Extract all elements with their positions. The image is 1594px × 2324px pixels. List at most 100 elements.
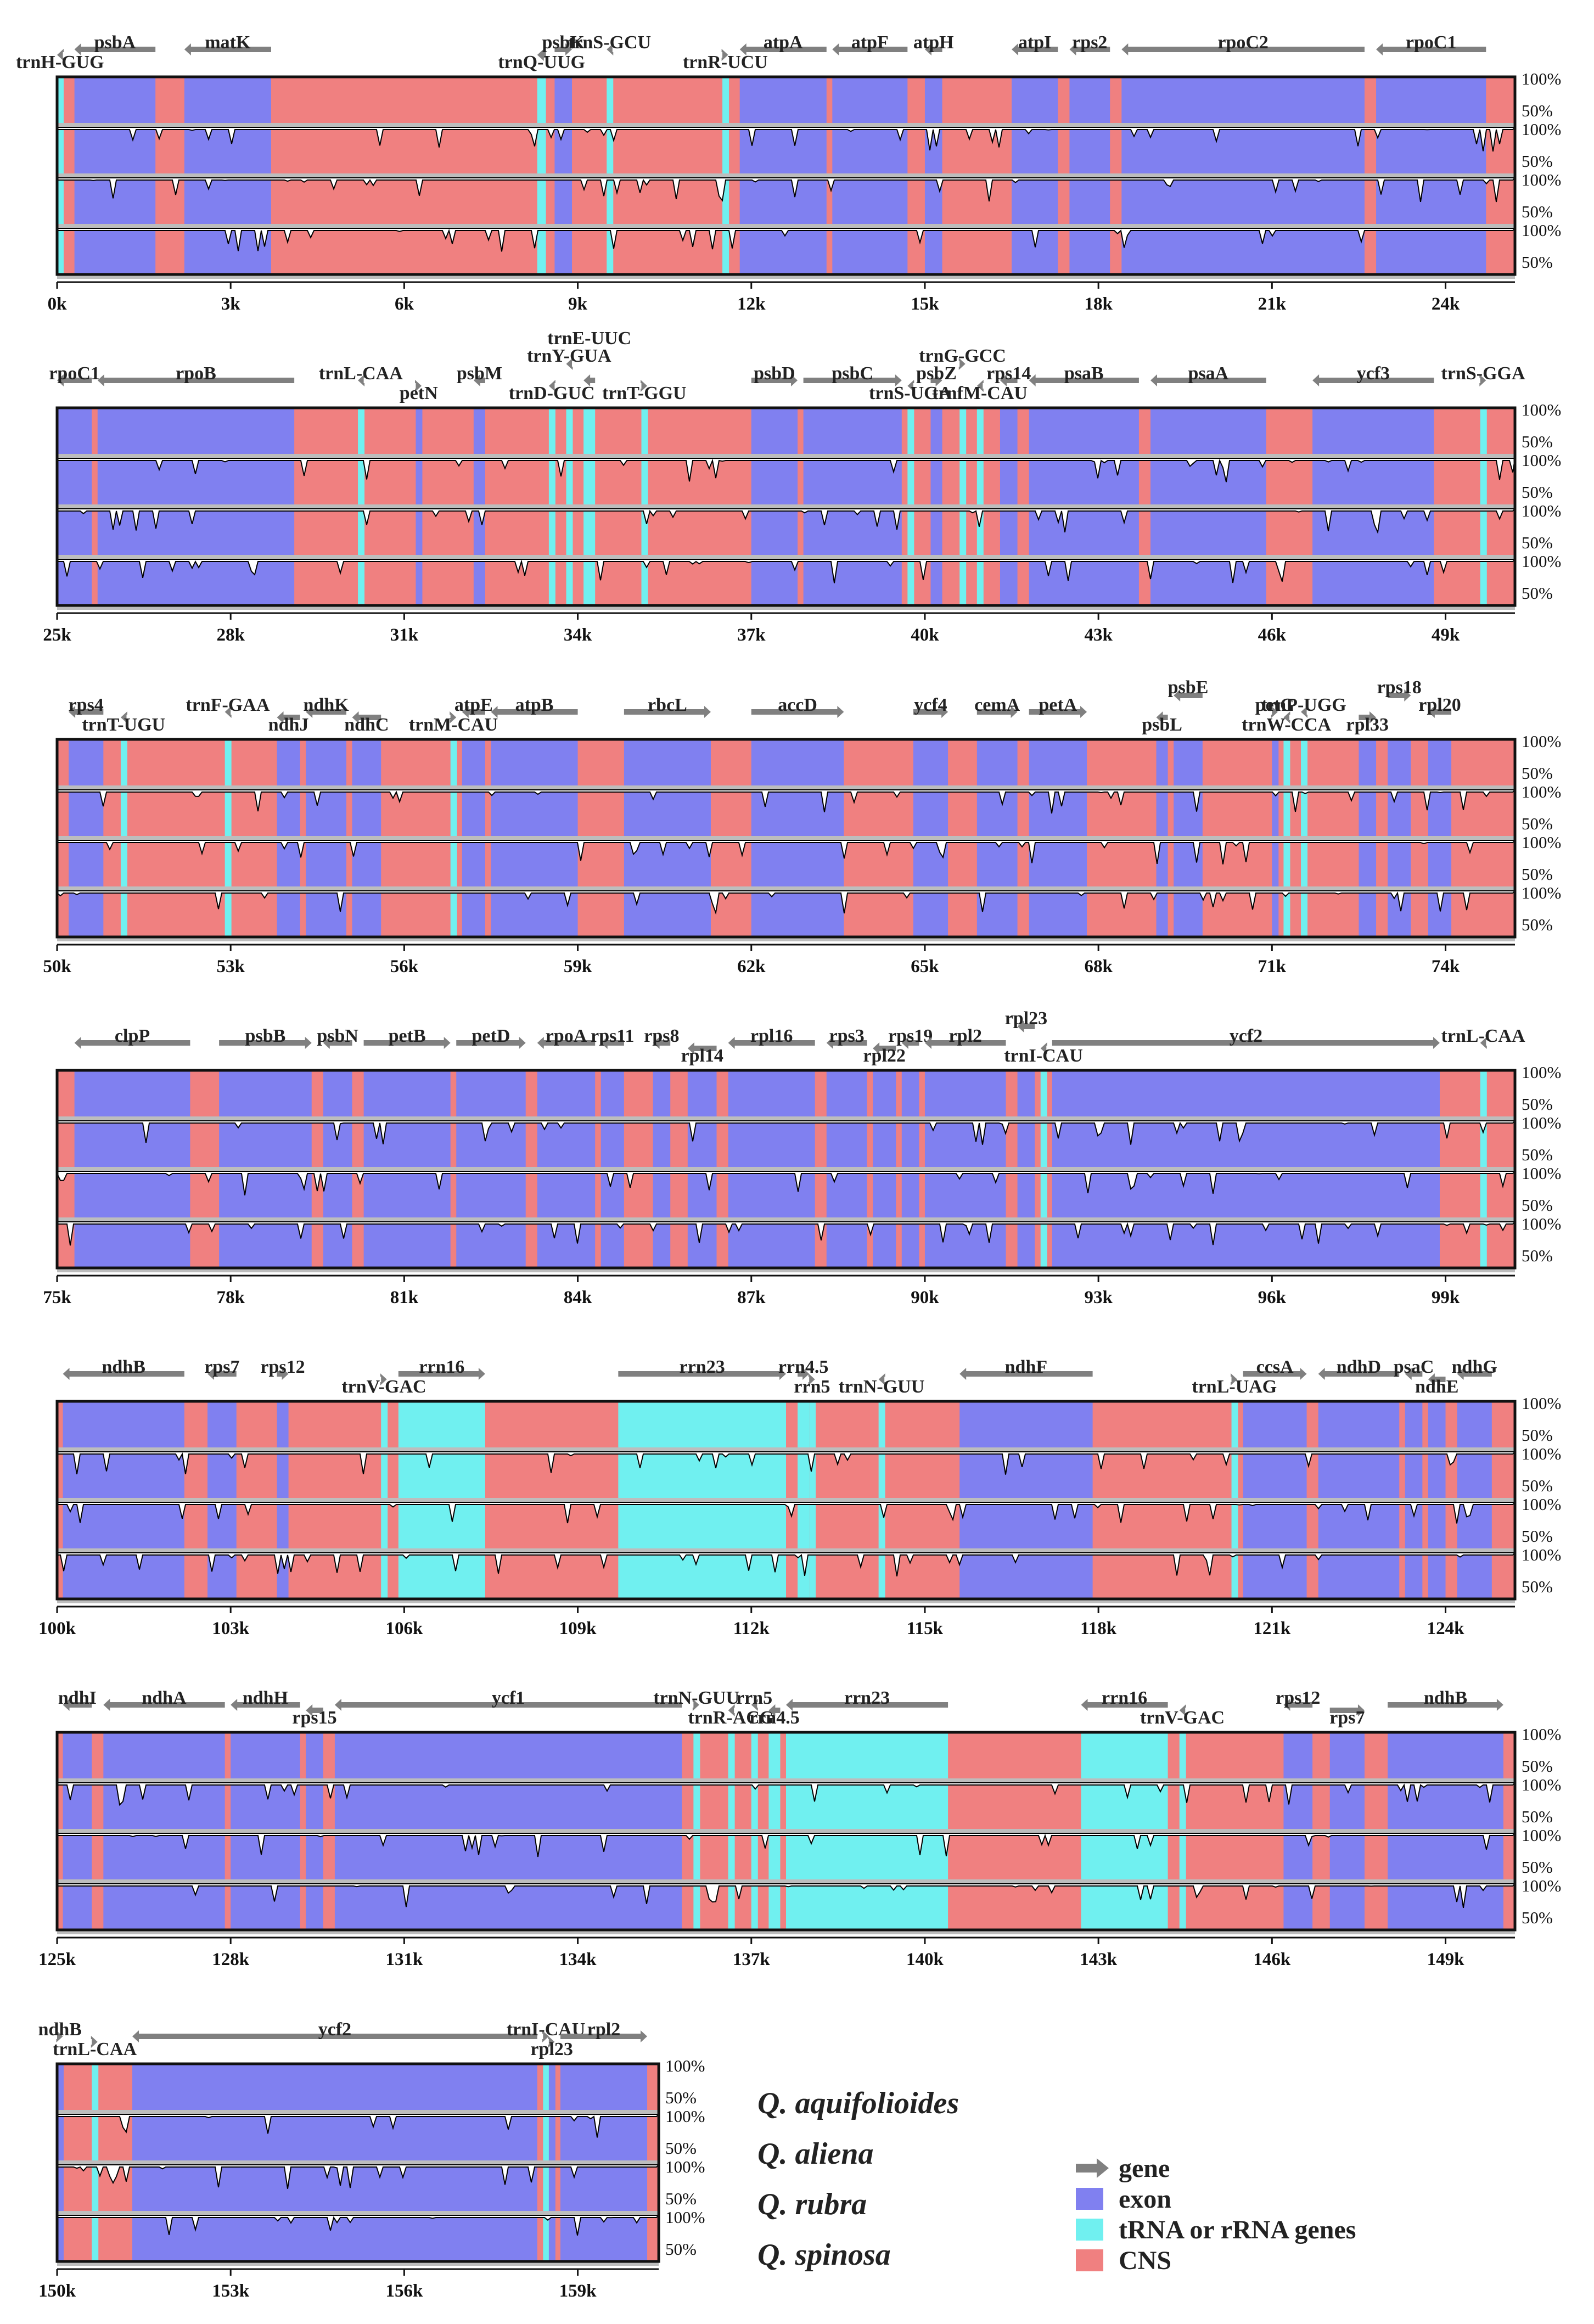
track-2: 100% 50%	[57, 451, 1561, 509]
trna-region	[751, 1884, 758, 1930]
gene-label: accD	[778, 695, 817, 715]
trna-region	[728, 1884, 735, 1930]
exon-region	[306, 1884, 323, 1930]
exon-region	[1457, 1553, 1492, 1599]
gene-label: ccsA	[1256, 1357, 1294, 1377]
gene-psbC: psbC	[803, 363, 902, 386]
gene-rrn23: rrn23	[786, 1688, 948, 1711]
exon-region	[913, 891, 948, 937]
exon-region	[924, 1121, 1006, 1167]
track-4: 100% 50%	[57, 221, 1561, 279]
gene-arrow	[1428, 1373, 1446, 1385]
trna-region	[1480, 1121, 1487, 1167]
exon-region	[103, 1732, 225, 1778]
pct-label-50: 50%	[1522, 1807, 1553, 1826]
gene-label: ycf2	[318, 2019, 351, 2040]
trna-region	[976, 458, 984, 504]
exon-region	[1428, 1502, 1446, 1548]
pct-label-100: 100%	[1522, 1545, 1561, 1564]
gene-arrow	[358, 374, 365, 386]
gene-label: rps12	[1276, 1688, 1320, 1708]
trna-region	[450, 790, 457, 836]
pct-label-50: 50%	[1522, 1246, 1553, 1265]
x-tick-label: 90k	[911, 1288, 939, 1307]
gene-arrow	[1017, 1020, 1035, 1032]
exon-region	[57, 559, 92, 605]
trna-region	[548, 408, 555, 454]
gene-arrow	[352, 711, 381, 723]
gene-arrow	[913, 706, 948, 718]
gene-rpl2: rpl2	[560, 2019, 648, 2042]
track-baseline	[57, 1447, 1515, 1452]
gene-label: psbC	[832, 363, 873, 384]
pct-label-50: 50%	[1522, 101, 1553, 120]
gene-arrow	[306, 706, 346, 718]
gene-arrow	[728, 1704, 735, 1716]
exon-region	[277, 1502, 289, 1548]
exon-region	[653, 1070, 671, 1116]
exon-region	[1069, 127, 1110, 173]
exon-region	[352, 739, 381, 785]
pct-label-50: 50%	[1522, 533, 1553, 552]
exon-region	[1121, 127, 1365, 173]
gene-ndhC: ndhC	[344, 711, 389, 735]
gene-arrow	[306, 1704, 323, 1716]
exon-region	[69, 790, 104, 836]
exon-region	[1318, 1452, 1400, 1498]
x-tick-label: 103k	[212, 1619, 250, 1638]
exon-region	[959, 1553, 1093, 1599]
pct-label-100: 100%	[1522, 1394, 1561, 1413]
gene-arrow	[57, 49, 64, 61]
exon-region	[57, 509, 92, 555]
gene-label: rps12	[260, 1357, 305, 1377]
exon-region	[826, 1121, 867, 1167]
exon-region	[548, 2064, 555, 2110]
exon-region	[1388, 739, 1411, 785]
gene-arrow	[97, 374, 295, 386]
exon-region	[930, 458, 942, 504]
track-2: 100% 50%	[57, 1444, 1561, 1502]
gene-matK: matK	[184, 32, 271, 55]
identity-curve	[57, 1221, 1517, 1246]
gene-rpl23: rpl23	[530, 2036, 573, 2059]
exon-region	[57, 2215, 64, 2261]
track-2: 100% 50%	[57, 1775, 1561, 1833]
gene-arrow	[907, 380, 914, 392]
gene-label: psaB	[1064, 363, 1104, 384]
pct-label-50: 50%	[1522, 1094, 1553, 1114]
gene-arrow	[1283, 1699, 1313, 1711]
exon-region	[462, 739, 485, 785]
gene-atpA: atpA	[739, 32, 827, 55]
trna-region	[693, 1833, 700, 1879]
exon-region	[57, 2064, 64, 2110]
pct-label-50: 50%	[1522, 1526, 1553, 1546]
trna-region	[1081, 1783, 1168, 1829]
gene-label: petA	[1039, 695, 1077, 715]
gene-label: trnY-GUA	[527, 346, 611, 366]
exon-region	[184, 77, 271, 123]
gene-label: ndhJ	[268, 715, 309, 735]
gene-label: rrn4.5	[749, 1708, 800, 1728]
identity-curve	[57, 2114, 660, 2138]
x-tick-label: 128k	[212, 1950, 250, 1969]
gene-label: rpl22	[863, 1046, 905, 1066]
track-baseline	[57, 2160, 659, 2165]
exon-region	[624, 790, 711, 836]
exon-region	[63, 1502, 184, 1548]
gene-label: trnM-CAU	[409, 715, 498, 735]
gene-label: psbB	[245, 1026, 286, 1046]
exon-region	[57, 2114, 64, 2160]
panel-frame	[55, 1400, 1517, 1601]
gene-label: ndhI	[58, 1688, 97, 1708]
exon-region	[491, 840, 578, 886]
exon-region	[924, 1222, 1006, 1268]
exon-region	[1359, 840, 1377, 886]
exon-region	[416, 408, 423, 454]
gene-label: ndhE	[1415, 1377, 1458, 1397]
gene-label: rps3	[829, 1026, 865, 1046]
identity-curve	[57, 1883, 1517, 1908]
trna-region	[548, 458, 555, 504]
pct-label-100: 100%	[1522, 1113, 1561, 1132]
x-tick-label: 28k	[217, 625, 245, 645]
